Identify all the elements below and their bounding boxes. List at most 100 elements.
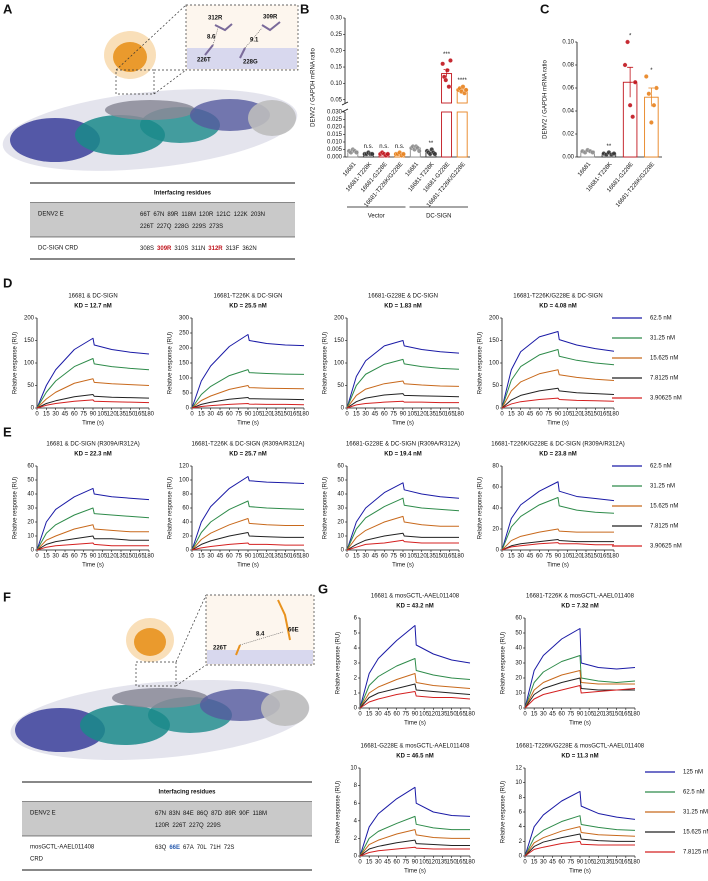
x-tick-label: 180 [630,860,641,866]
significance: *** [443,52,451,58]
y-tick-label: 40 [27,492,34,498]
y-tick-label: 10 [515,691,522,697]
x-tick-label: 45 [372,412,379,418]
legend-label: 31.25 nM [683,810,708,816]
sensorgram-line [191,518,304,551]
y-tick-label: 30 [27,506,34,512]
y-tick-label: 150 [24,338,35,344]
sensorgram-line [501,481,615,551]
data-point [448,58,453,63]
y-tick-label: 0 [354,854,358,860]
x-tick-label: 60 [71,554,78,560]
residue-line: 63Q 66E 67A 70L 71H 72S [155,845,234,851]
y-tick-label: 40 [515,646,522,652]
y-axis-label: Relative response (RU) [13,477,19,539]
residue: 227Q [157,224,172,230]
x-tick-label: 105 [419,860,430,866]
residue: 66T [140,212,151,218]
data-point [463,87,469,93]
x-tick-label: 60 [393,712,400,718]
x-tick-label: 15 [353,412,360,418]
chart-title: 16681-T226K & DC-SIGN (R309A/R312A) [191,442,304,448]
error-bar [648,87,655,107]
x-tick-label: 30 [52,554,59,560]
x-tick-label: 135 [271,554,282,560]
x-axis-label: Time (s) [82,563,104,569]
group-label: Vector [368,214,385,220]
y-tick-label: 80 [182,492,189,498]
sensorgram-line [524,628,636,709]
x-tick-label: 90 [555,554,562,560]
y-axis-label: Relative response (RU) [168,332,174,394]
residue: 313F [226,246,240,252]
x-tick-label: 30 [540,860,547,866]
sensorgram-line [346,340,460,409]
y-tick-label: 0 [519,854,523,860]
data-point [401,151,406,157]
significance: n.s. [379,144,389,150]
x-tick-label: 105 [419,712,430,718]
y-tick-label: 10 [350,766,357,772]
x-tick-label: 30 [207,412,214,418]
x-tick-label: 165 [621,860,632,866]
sensorgram-line [36,394,150,409]
row-name: DENV2 E [38,212,64,218]
x-tick-label: 120 [428,860,439,866]
x-tick-label: 180 [465,860,476,866]
sensorgram-line [501,349,615,409]
x-axis-label: Time (s) [237,563,259,569]
x-tick-label: 75 [567,712,574,718]
y-axis-label: Relative response (RU) [323,332,329,394]
residue: 72S [224,845,235,851]
x-tick-label: 15 [43,554,50,560]
sensorgram-line [501,369,615,409]
x-tick-label: 75 [390,554,397,560]
significance: n.s. [395,144,405,150]
x-tick-label: 135 [602,860,613,866]
panel-label: E [3,424,12,439]
data-point [446,84,452,90]
y-axis-label: Relative response (RU) [336,781,342,843]
significance: n.s. [364,144,374,150]
sensorgram-line [359,829,470,857]
sensorgram-line [36,487,150,551]
chart-subtitle: KD = 22.3 nM [74,452,112,458]
sensorgram-line [36,524,149,551]
sensorgram-line [524,833,635,857]
x-tick-label: 150 [447,712,458,718]
data-point [440,61,446,67]
y-tick-label: 3 [354,661,358,667]
y-tick-label: 0.015 [327,132,343,138]
residue: 308S [140,246,154,252]
chart-subtitle: KD = 43.2 nM [396,604,434,610]
legend-label: 3.90625 nM [650,544,682,550]
data-point [432,151,438,157]
x-tick-label: 60 [536,412,543,418]
x-tick-label: 165 [600,412,611,418]
x-tick-label: 90 [90,554,97,560]
sensorgram-line [359,839,470,857]
sensorgram-line [359,815,470,857]
x-tick-label: 120 [572,554,583,560]
x-tick-label: 165 [135,554,146,560]
x-tick-label: 105 [252,412,263,418]
x-tick-label: 0 [358,860,362,866]
x-tick-label: 150 [435,412,446,418]
x-tick-label: 90 [90,412,97,418]
sensorgram-line [359,846,470,857]
sensorgram-line [191,385,305,409]
sensorgram-line [359,673,471,709]
y-tick-label: 20 [27,520,34,526]
sensorgram-line [191,397,305,409]
y-tick-label: 0 [496,548,500,554]
chart-subtitle: KD = 25.5 nM [229,304,267,310]
x-tick-label: 90 [245,554,252,560]
axis-break [341,108,349,113]
y-tick-label: 0.020 [327,125,343,131]
y-tick-label: 0.030 [327,110,343,116]
chart-subtitle: KD = 1.83 nM [384,304,422,310]
y-tick-label: 50 [27,383,34,389]
y-tick-label: 2 [354,676,358,682]
y-tick-label: 0.000 [327,155,343,161]
